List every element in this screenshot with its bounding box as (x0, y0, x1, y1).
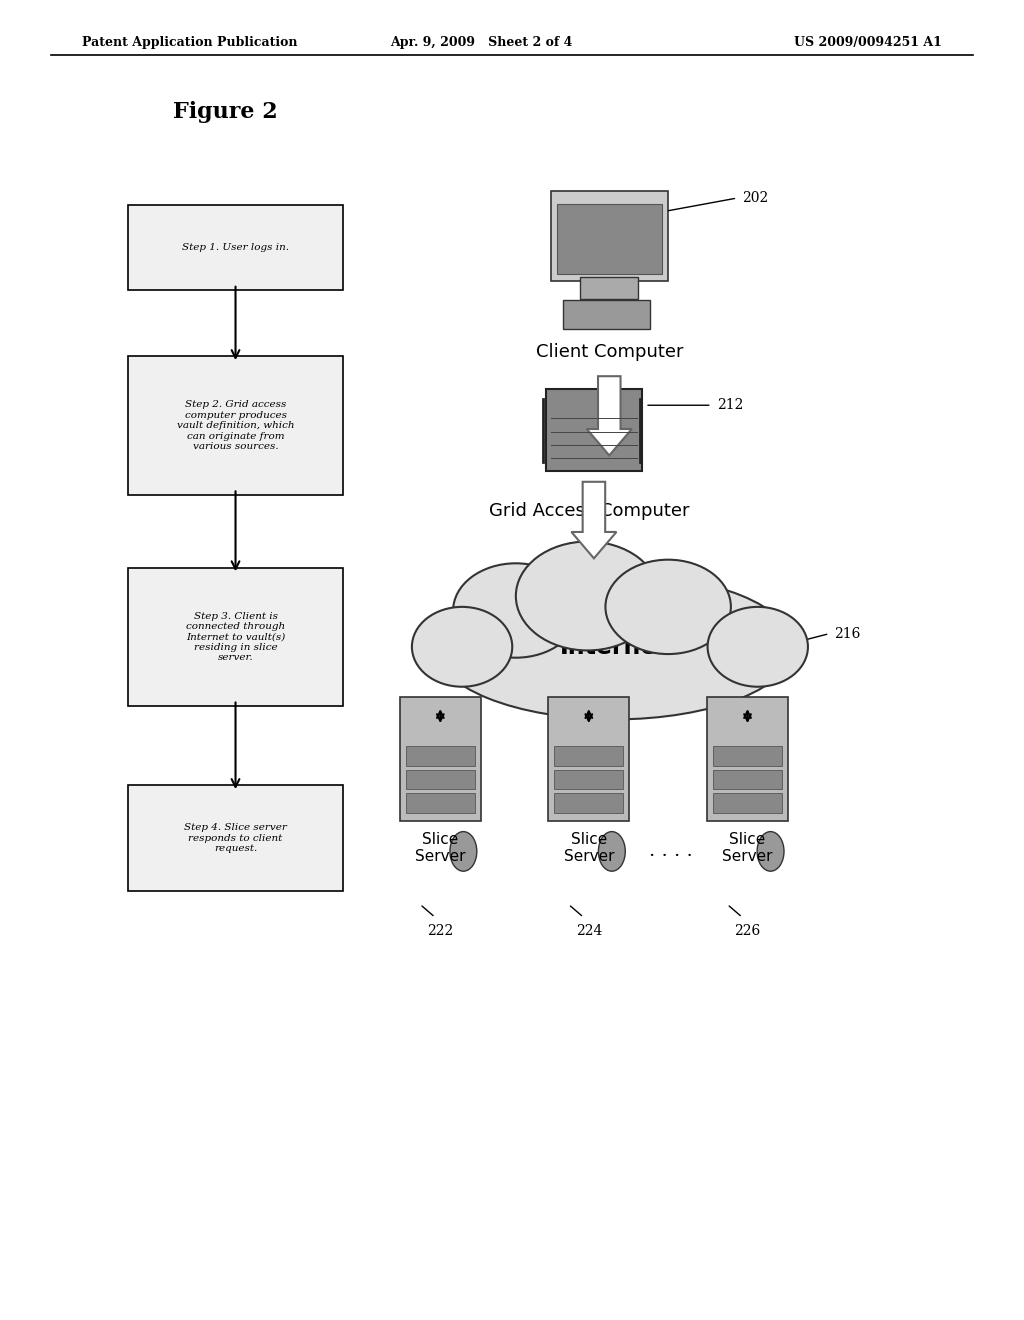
FancyBboxPatch shape (546, 389, 642, 471)
FancyBboxPatch shape (128, 205, 343, 290)
Text: Internet: Internet (560, 635, 669, 659)
Text: Slice
Server: Slice Server (415, 832, 466, 865)
Text: 226: 226 (734, 924, 761, 939)
FancyBboxPatch shape (713, 793, 782, 813)
Text: Slice
Server: Slice Server (563, 832, 614, 865)
FancyBboxPatch shape (549, 697, 629, 821)
Text: Patent Application Publication: Patent Application Publication (82, 36, 297, 49)
FancyArrow shape (587, 376, 632, 455)
Ellipse shape (435, 574, 794, 719)
Text: 222: 222 (427, 924, 454, 939)
FancyBboxPatch shape (563, 301, 649, 330)
Ellipse shape (450, 832, 477, 871)
Ellipse shape (516, 541, 659, 651)
Text: US 2009/0094251 A1: US 2009/0094251 A1 (795, 36, 942, 49)
Ellipse shape (605, 560, 731, 655)
FancyBboxPatch shape (713, 770, 782, 789)
FancyArrow shape (571, 482, 616, 558)
Text: Slice
Server: Slice Server (722, 832, 773, 865)
FancyBboxPatch shape (555, 770, 623, 789)
FancyBboxPatch shape (128, 356, 343, 495)
Text: Apr. 9, 2009   Sheet 2 of 4: Apr. 9, 2009 Sheet 2 of 4 (390, 36, 572, 49)
FancyBboxPatch shape (551, 191, 668, 281)
Text: Step 2. Grid access
computer produces
vault definition, which
can originate from: Step 2. Grid access computer produces va… (177, 400, 294, 451)
FancyBboxPatch shape (707, 697, 788, 821)
FancyBboxPatch shape (557, 203, 662, 273)
Text: Step 1. User logs in.: Step 1. User logs in. (182, 243, 289, 252)
Ellipse shape (708, 607, 808, 686)
FancyBboxPatch shape (128, 568, 343, 706)
Ellipse shape (453, 564, 579, 657)
Ellipse shape (412, 607, 512, 686)
Text: Grid Access Computer: Grid Access Computer (488, 502, 689, 520)
Text: . . . .: . . . . (649, 842, 692, 861)
Text: Figure 2: Figure 2 (173, 102, 278, 123)
Text: 202: 202 (742, 191, 769, 205)
FancyBboxPatch shape (713, 746, 782, 766)
FancyBboxPatch shape (555, 793, 623, 813)
Text: Step 4. Slice server
responds to client
request.: Step 4. Slice server responds to client … (184, 824, 287, 853)
FancyBboxPatch shape (406, 746, 475, 766)
FancyBboxPatch shape (128, 785, 343, 891)
FancyBboxPatch shape (406, 770, 475, 789)
FancyBboxPatch shape (555, 746, 623, 766)
Text: 224: 224 (575, 924, 602, 939)
Ellipse shape (757, 832, 784, 871)
Text: 216: 216 (835, 627, 861, 640)
Text: Client Computer: Client Computer (536, 343, 683, 362)
Text: 212: 212 (717, 399, 743, 412)
Text: Step 3. Client is
connected through
Internet to vault(s)
residing in slice
serve: Step 3. Client is connected through Inte… (186, 611, 285, 663)
Ellipse shape (598, 832, 626, 871)
FancyBboxPatch shape (580, 277, 639, 300)
FancyBboxPatch shape (406, 793, 475, 813)
FancyBboxPatch shape (399, 697, 481, 821)
